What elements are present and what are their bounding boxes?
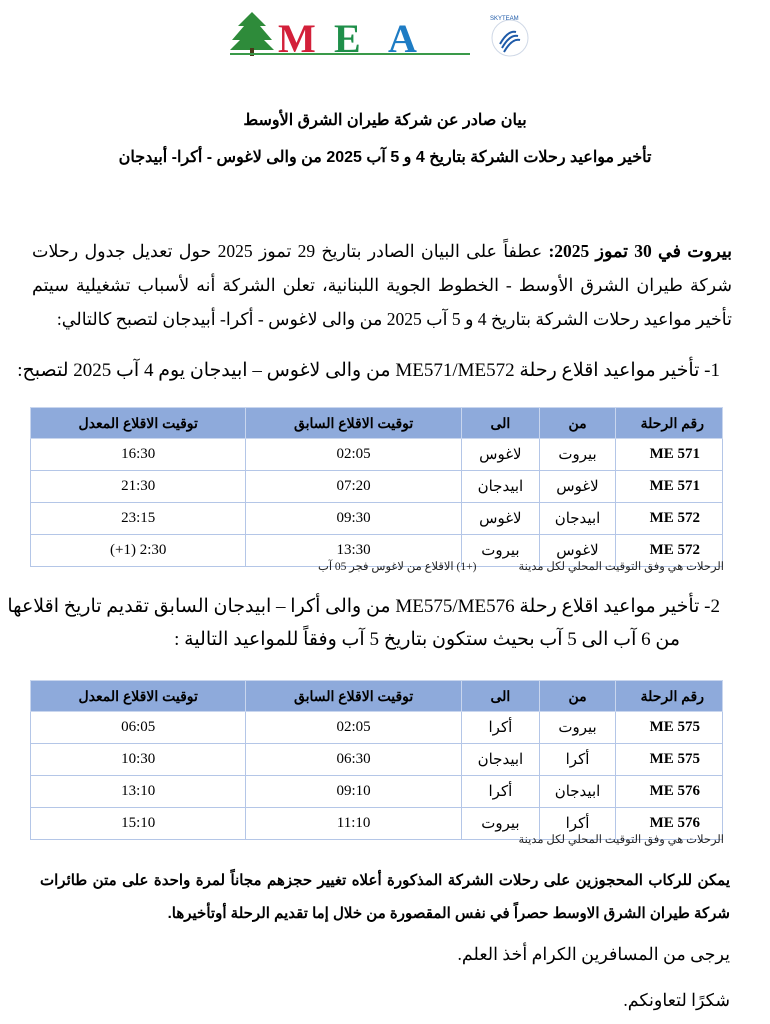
new-departure-cell: 23:15: [29, 502, 247, 535]
section2-heading-line1: 2- تأخير مواعيد اقلاع رحلة ME575/ME576 م…: [7, 596, 720, 617]
svg-text:SKYTEAM: SKYTEAM: [490, 16, 519, 22]
previous-departure-cell: 06:30: [245, 743, 462, 776]
origin-cell: بيروت: [539, 711, 616, 744]
previous-departure-cell: 11:10: [245, 807, 462, 840]
new-departure-cell: (+1) 2:30: [29, 534, 247, 567]
destination-cell: بيروت: [460, 807, 541, 840]
table-row: ME 576 أكرا بيروت 11:10 15:10: [29, 807, 723, 840]
logo-letter-a: A: [388, 16, 417, 60]
flight-number-cell: ME 571: [615, 438, 723, 471]
origin-cell: أكرا: [539, 743, 616, 776]
origin-cell: لاغوس: [539, 470, 616, 503]
destination-cell: أكرا: [460, 711, 541, 744]
new-departure-cell: 10:30: [29, 743, 247, 776]
rebooking-paragraph: يمكن للركاب المحجوزين على رحلات الشركة ا…: [40, 872, 730, 922]
destination-cell: لاغوس: [460, 438, 541, 471]
flight-number-cell: ME 572: [615, 534, 723, 567]
flight-number-cell: ME 576: [615, 807, 723, 840]
previous-departure-cell: 02:05: [245, 711, 462, 744]
new-departure-cell: 06:05: [29, 711, 247, 744]
column-header: الى: [460, 680, 541, 712]
column-header: من: [539, 407, 616, 439]
column-header: توقيت الاقلاع السابق: [245, 407, 462, 439]
mea-skyteam-logo: M E A SKYTEAM: [230, 12, 529, 60]
intro-body: عطفاً على البيان الصادر بتاريخ 29 تموز 2…: [32, 241, 732, 329]
notice-line: يرجى من المسافرين الكرام أخذ العلم.: [457, 944, 731, 964]
origin-cell: ابيدجان: [539, 775, 616, 808]
destination-cell: ابيدجان: [460, 743, 541, 776]
intro-paragraph: بيروت في 30 تموز 2025: عطفاً على البيان …: [32, 234, 732, 336]
destination-cell: ابيدجان: [460, 470, 541, 503]
column-header: من: [539, 680, 616, 712]
origin-cell: لاغوس: [539, 534, 616, 567]
column-header: الى: [460, 407, 541, 439]
destination-cell: أكرا: [460, 775, 541, 808]
column-header: توقيت الاقلاع المعدل: [29, 407, 247, 439]
table-row: ME 571 بيروت لاغوس 02:05 16:30: [29, 438, 723, 471]
section1-heading: 1- تأخير مواعيد اقلاع رحلة ME571/ME572 م…: [17, 360, 720, 381]
table1-note-local-time: الرحلات هي وفق التوقيت المحلي لكل مدينة: [518, 561, 724, 573]
column-header: رقم الرحلة: [615, 680, 723, 712]
column-header: توقيت الاقلاع المعدل: [29, 680, 247, 712]
origin-cell: بيروت: [539, 438, 616, 471]
table-row: ME 575 بيروت أكرا 02:05 06:05: [29, 711, 723, 744]
flight-number-cell: ME 571: [615, 470, 723, 503]
new-departure-cell: 15:10: [29, 807, 247, 840]
table-row: ME 571 لاغوس ابيدجان 07:20 21:30: [29, 470, 723, 503]
previous-departure-cell: 09:30: [245, 502, 462, 535]
intro-dateline: بيروت في 30 تموز 2025:: [548, 241, 732, 261]
table-row: ME 575 أكرا ابيدجان 06:30 10:30: [29, 743, 723, 776]
new-departure-cell: 13:10: [29, 775, 247, 808]
flight-number-cell: ME 575: [615, 743, 723, 776]
skyteam-icon: SKYTEAM: [490, 16, 529, 57]
section2-heading-line2: من 6 آب الى 5 آب بحيث ستكون بتاريخ 5 آب …: [174, 629, 680, 650]
column-header: رقم الرحلة: [615, 407, 723, 439]
schedule-table-1: رقم الرحلة من الى توقيت الاقلاع السابق توقيت…: [29, 407, 723, 567]
table2-note-local-time: الرحلات هي وفق التوقيت المحلي لكل مدينة: [518, 834, 724, 846]
new-departure-cell: 16:30: [29, 438, 247, 471]
destination-cell: لاغوس: [460, 502, 541, 535]
thanks-line: شكرًا لتعاونكم.: [623, 990, 730, 1010]
previous-departure-cell: 07:20: [245, 470, 462, 503]
table-row: ME 572 لاغوس بيروت 13:30 (+1) 2:30: [29, 534, 723, 567]
cedar-tree-icon: [230, 12, 274, 56]
previous-departure-cell: 09:10: [245, 775, 462, 808]
table-row: ME 576 ابيدجان أكرا 09:10 13:10: [29, 775, 723, 808]
previous-departure-cell: 02:05: [245, 438, 462, 471]
origin-cell: أكرا: [539, 807, 616, 840]
table1-note-plus-one: (+1) الاقلاع من لاغوس فجر 05 آب: [318, 561, 477, 573]
table-row: ME 572 ابيدجان لاغوس 09:30 23:15: [29, 502, 723, 535]
new-departure-cell: 21:30: [29, 470, 247, 503]
table-header-row: رقم الرحلة من الى توقيت الاقلاع السابق توقيت…: [29, 407, 723, 439]
logo-letter-e: E: [334, 16, 361, 60]
destination-cell: بيروت: [460, 534, 541, 567]
flight-number-cell: ME 572: [615, 502, 723, 535]
schedule-table-2: رقم الرحلة من الى توقيت الاقلاع السابق توقيت…: [29, 680, 723, 840]
previous-departure-cell: 13:30: [245, 534, 462, 567]
flight-number-cell: ME 575: [615, 711, 723, 744]
document-subtitle: تأخير مواعيد رحلات الشركة بتاريخ 4 و 5 آ…: [118, 149, 652, 166]
logo-letter-m: M: [278, 16, 316, 60]
column-header: توقيت الاقلاع السابق: [245, 680, 462, 712]
table-header-row: رقم الرحلة من الى توقيت الاقلاع السابق توقيت…: [29, 680, 723, 712]
flight-number-cell: ME 576: [615, 775, 723, 808]
origin-cell: ابيدجان: [539, 502, 616, 535]
document-title: بيان صادر عن شركة طيران الشرق الأوسط: [243, 112, 527, 129]
